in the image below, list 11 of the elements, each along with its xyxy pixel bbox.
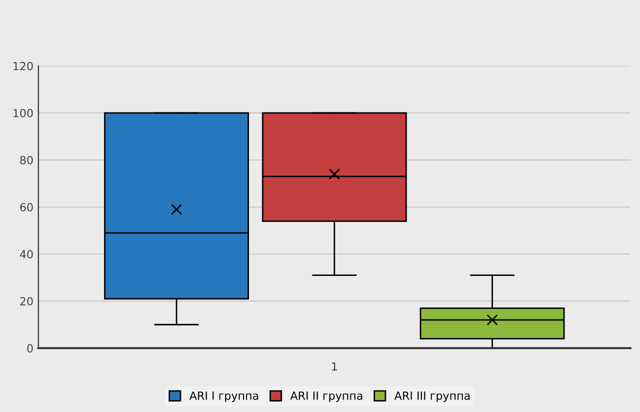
y-tick-label: 20 bbox=[20, 297, 33, 306]
y-tick-label: 60 bbox=[20, 203, 33, 212]
legend-label: ARI III группа bbox=[394, 392, 470, 402]
y-tick-label: 40 bbox=[20, 250, 33, 258]
legend-label: ARI I группа bbox=[189, 392, 258, 402]
legend-label: ARI II группа bbox=[290, 392, 362, 402]
x-tick-label: 1 bbox=[332, 362, 337, 370]
y-tick-label: 0 bbox=[27, 344, 33, 353]
y-tick-label: 120 bbox=[14, 62, 33, 70]
y-tick-label: 100 bbox=[14, 108, 33, 118]
y-tick-label: 80 bbox=[20, 156, 33, 164]
